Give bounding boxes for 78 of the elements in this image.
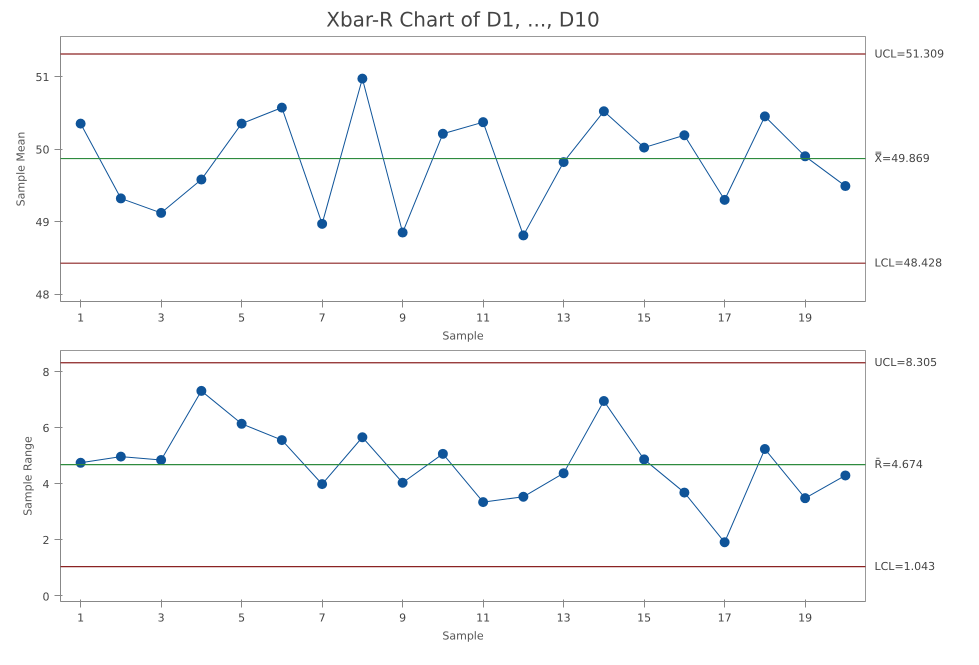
point [116,452,126,462]
point [800,493,810,504]
x-tick-label: 5 [238,312,246,324]
ref-line-label: X̿=49.869 [874,151,930,166]
y-axis-title: Sample Range [22,436,34,516]
x-tick-label: 3 [158,312,165,324]
point [156,208,166,218]
y-tick-label: 0 [42,590,50,604]
x-tick-label: 17 [718,312,732,324]
y-tick-label: 2 [42,534,50,548]
x-axis-title: Sample [442,330,484,342]
point [598,106,609,116]
point [276,435,287,446]
y-tick-label: 6 [42,422,50,435]
y-tick-label: 4 [42,478,50,492]
point [720,194,730,205]
x-tick-label: 13 [556,612,571,624]
x-tick-label: 1 [77,312,84,324]
y-tick-label: 51 [36,70,50,84]
y-tick-label: 49 [36,216,50,230]
point [357,432,368,442]
point [196,386,206,396]
point [236,118,247,129]
x-tick-label: 9 [399,612,406,624]
point [317,479,328,490]
y-tick-label: 8 [42,366,50,379]
y-axis-title: Sample Mean [14,132,28,206]
point [317,218,328,229]
ref-line-label: R̄=4.674 [874,457,923,472]
x-tick-label: 3 [158,612,165,624]
point [398,478,408,488]
point [478,117,488,128]
point [438,128,448,139]
ref-line-label: LCL=48.428 [874,256,942,270]
point [760,111,770,122]
x-tick-label: 7 [318,612,326,624]
point [398,228,408,238]
x-tick-label: 19 [798,612,812,624]
y-tick-label: 48 [36,288,50,302]
point [679,130,690,140]
chart-title: Xbar-R Chart of D1, ..., D10 [326,8,600,32]
point [598,396,609,406]
point [196,174,206,185]
point [558,468,569,478]
x-tick-label: 15 [637,612,652,624]
point [840,181,850,192]
point [276,102,287,113]
ref-line-label: LCL=1.043 [874,560,936,574]
point [558,157,569,168]
y-tick-label: 50 [36,144,50,157]
point [518,230,528,240]
point [518,492,528,502]
point [639,454,650,464]
x-tick-label: 17 [718,612,732,624]
point [438,448,448,459]
point [357,74,368,84]
x-tick-label: 1 [77,612,84,624]
x-tick-label: 7 [318,312,326,324]
x-tick-label: 11 [476,612,490,624]
x-tick-label: 11 [476,312,490,324]
ref-line-label: UCL=51.309 [874,47,944,60]
x-axis-title: Sample [442,630,484,642]
x-tick-label: 9 [399,312,406,324]
ref-line-label: UCL=8.305 [874,356,938,370]
point [639,142,650,153]
x-tick-label: 19 [798,312,812,324]
point [720,537,730,548]
point [478,497,488,508]
x-tick-label: 13 [556,312,571,324]
point [760,444,770,454]
point [679,488,690,498]
point [76,118,86,129]
point [156,455,166,465]
x-tick-label: 15 [637,312,652,324]
point [236,418,247,429]
point [840,470,850,480]
x-tick-label: 5 [238,612,246,624]
point [116,193,126,204]
